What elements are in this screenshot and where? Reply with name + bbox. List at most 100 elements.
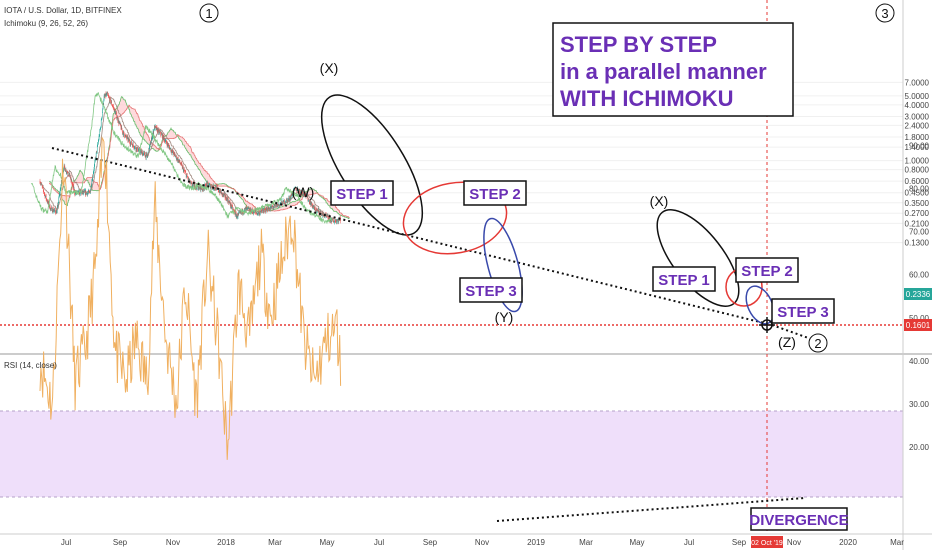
candle-body	[318, 209, 319, 211]
candle-body	[235, 212, 236, 216]
candle-body	[203, 188, 205, 190]
candle-body	[137, 151, 139, 152]
candle-body	[166, 140, 167, 143]
candle-body	[154, 125, 155, 130]
candle-body	[273, 206, 274, 208]
candle-body	[72, 184, 74, 188]
candle-body	[181, 162, 182, 164]
candle-body	[323, 213, 324, 215]
candle-body	[130, 144, 131, 145]
candle-body	[96, 150, 97, 154]
candle-body	[238, 213, 239, 215]
candle-body	[210, 185, 212, 187]
candle-body	[256, 212, 257, 214]
price-tick-label: 0.8000	[905, 166, 930, 175]
candle-body	[178, 160, 180, 161]
candle-body	[179, 159, 180, 161]
candle-body	[175, 154, 176, 157]
candle-body	[168, 145, 170, 146]
candle-body	[276, 203, 278, 207]
chikou-span	[30, 92, 332, 225]
candle-body	[267, 207, 268, 211]
title-line-1: STEP BY STEP	[560, 32, 717, 57]
candle-body	[151, 136, 152, 140]
candle-body	[317, 210, 319, 211]
candle-body	[228, 198, 229, 202]
time-tick-label: Nov	[475, 538, 489, 547]
candle-body	[93, 170, 94, 174]
candle-body	[275, 204, 277, 206]
candle-body	[140, 151, 141, 154]
candle-body	[287, 200, 288, 203]
date-badge	[751, 536, 783, 548]
candle-body	[218, 191, 219, 192]
candle-body	[153, 129, 155, 131]
candle-body	[132, 143, 134, 147]
candle-body	[337, 219, 338, 221]
candle-body	[226, 199, 227, 201]
candle-body	[237, 216, 238, 218]
candle-body	[77, 190, 79, 192]
candle-body	[71, 183, 73, 184]
candle-body	[219, 189, 221, 194]
time-tick-label: May	[629, 538, 644, 547]
candle-body	[134, 146, 136, 147]
candle-body	[153, 131, 154, 134]
candle-body	[113, 106, 114, 108]
candle-body	[157, 129, 158, 133]
candle-body	[289, 197, 291, 201]
candle-body	[262, 210, 264, 212]
candle-body	[291, 195, 293, 196]
candle-body	[269, 208, 270, 210]
candle-body	[105, 94, 107, 97]
candle-body	[186, 174, 188, 176]
candle-body	[282, 204, 283, 206]
candle-body	[158, 129, 160, 130]
candle-body	[147, 154, 148, 157]
time-tick-label: Sep	[113, 538, 128, 547]
candle-body	[246, 207, 247, 210]
candle-body	[47, 200, 49, 203]
candle-body	[332, 220, 334, 222]
candle-body	[119, 122, 120, 123]
candle-body	[275, 204, 276, 206]
candle-body	[290, 196, 291, 200]
candle-body	[113, 107, 115, 112]
candle-body	[118, 119, 120, 124]
candle-body	[298, 188, 300, 191]
candle-body	[281, 201, 282, 204]
candle-body	[223, 194, 225, 196]
candle-body	[60, 185, 62, 190]
candle-body	[265, 208, 266, 212]
candle-body	[141, 151, 142, 154]
candle-body	[220, 191, 222, 195]
candle-body	[175, 156, 176, 158]
candle-body	[268, 206, 269, 209]
candle-body	[126, 135, 127, 138]
candle-body	[267, 210, 269, 212]
candle-body	[194, 184, 195, 185]
candle-body	[65, 171, 66, 173]
candle-body	[124, 137, 126, 138]
candle-body	[311, 204, 313, 208]
candle-body	[271, 205, 272, 207]
candle-body	[297, 189, 299, 192]
candle-body	[126, 136, 128, 139]
candle-body	[276, 203, 278, 208]
candle-body	[238, 212, 239, 215]
candle-body	[236, 214, 238, 217]
candle-body	[331, 218, 333, 220]
current-price-text: 0.2336	[906, 290, 931, 299]
candle-body	[105, 93, 107, 97]
candle-body	[287, 199, 288, 203]
candle-body	[125, 135, 126, 138]
candle-body	[326, 215, 328, 217]
candle-body	[134, 147, 135, 149]
candle-body	[200, 185, 201, 191]
candle-body	[116, 112, 117, 114]
candle-body	[185, 173, 187, 178]
candle-body	[221, 191, 222, 195]
candle-body	[66, 169, 67, 173]
candle-body	[166, 143, 168, 147]
candle-body	[163, 135, 165, 138]
